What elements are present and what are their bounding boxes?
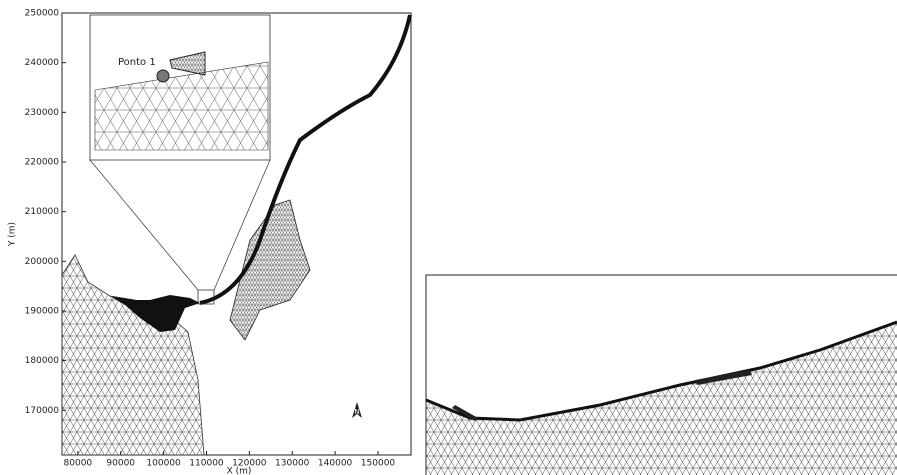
delta-mesh: [230, 200, 310, 340]
point-marker: [157, 70, 169, 82]
y-tick-label: 220000: [25, 157, 60, 167]
x-tick-label: 140000: [318, 459, 353, 469]
x-tick-label: 120000: [232, 459, 267, 469]
x-tick-label: 90000: [106, 459, 135, 469]
detail-panel: [426, 275, 897, 475]
y-tick-label: 180000: [25, 356, 60, 366]
y-tick-label: 250000: [25, 9, 60, 19]
x-tick-label: 130000: [275, 459, 310, 469]
figure: Ponto 1 N X (m) Y (m) 800009000010000011…: [0, 0, 897, 475]
y-tick-label: 230000: [25, 108, 60, 118]
x-tick-label: 110000: [189, 459, 224, 469]
y-axis-label: Y (m): [8, 222, 18, 247]
y-tick-label: 240000: [25, 58, 60, 68]
x-tick-label: 150000: [361, 459, 396, 469]
y-tick-label: 190000: [25, 306, 60, 316]
y-tick-label: 210000: [25, 207, 60, 217]
detail-mesh: [426, 322, 897, 475]
x-tick-label: 80000: [64, 459, 93, 469]
y-tick-label: 170000: [25, 406, 60, 416]
y-tick-label: 200000: [25, 257, 60, 267]
ocean-mesh: [62, 255, 204, 455]
north-label: N: [354, 408, 359, 416]
point-label: Ponto 1: [118, 57, 156, 68]
x-tick-label: 100000: [146, 459, 181, 469]
